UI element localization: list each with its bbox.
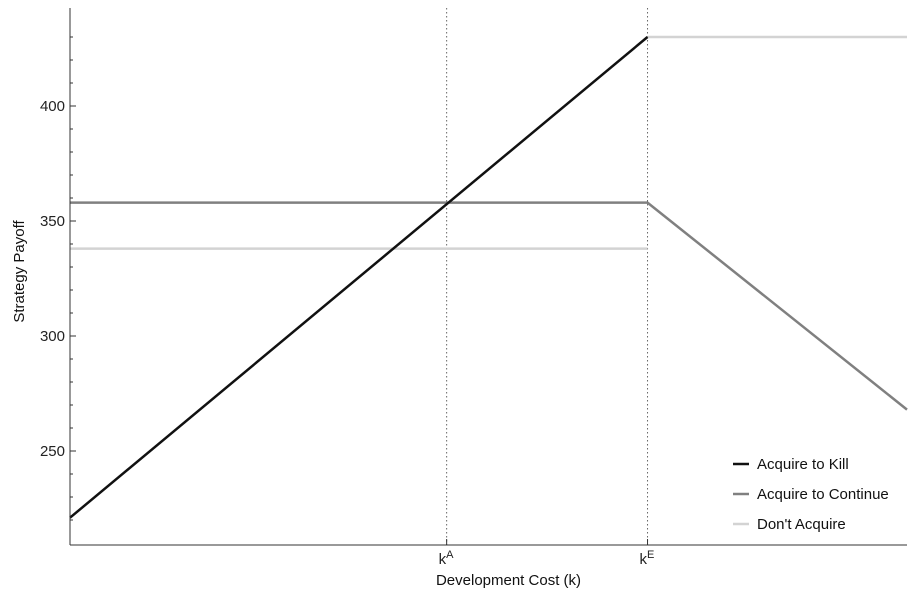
y-tick-label: 350: [40, 213, 65, 230]
y-tick-label: 250: [40, 443, 65, 460]
x-tick-label-e: kE: [640, 549, 655, 568]
cost-markers: [446, 8, 649, 545]
axes: [69, 8, 907, 546]
x-axis-title: Development Cost (k): [436, 572, 581, 589]
x-tick-label-a: kA: [439, 549, 455, 568]
y-tick-label: 300: [40, 328, 65, 345]
y-axis-title: Strategy Payoff: [11, 220, 28, 323]
y-ticks: 250 300 350 400: [40, 36, 76, 521]
legend-label-don-t-acquire: Don't Acquire: [757, 516, 846, 533]
series-lines: [69, 35, 908, 519]
legend-label-acquire-to-kill: Acquire to Kill: [757, 456, 849, 473]
x-ticks: kA kE: [439, 539, 655, 568]
y-tick-label: 400: [40, 98, 65, 115]
series-line-acquire-to-continue: [70, 201, 908, 411]
legend: Acquire to Kill Acquire to Continue Don't …: [733, 456, 889, 533]
series-line-acquire-to-kill: [69, 36, 649, 519]
legend-label-acquire-to-continue: Acquire to Continue: [757, 486, 889, 503]
